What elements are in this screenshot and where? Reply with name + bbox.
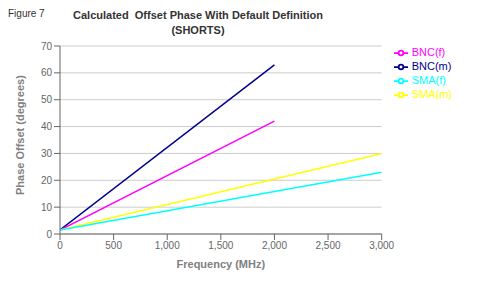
svg-text:10: 10 — [41, 202, 53, 213]
svg-text:Frequency (MHz): Frequency (MHz) — [177, 258, 266, 270]
svg-text:50: 50 — [41, 94, 53, 105]
svg-text:2,500: 2,500 — [316, 240, 341, 251]
html-text:Calculated Offset Phase With D: Calculated Offset Phase With Default Def… — [73, 9, 323, 21]
svg-text:3,000: 3,000 — [369, 240, 394, 251]
svg-text:70: 70 — [41, 41, 53, 52]
svg-text:2,000: 2,000 — [262, 240, 287, 251]
svg-text:1,500: 1,500 — [208, 240, 233, 251]
svg-text:0: 0 — [46, 229, 52, 240]
svg-text:30: 30 — [41, 148, 53, 159]
svg-text:60: 60 — [41, 67, 53, 78]
html-text:BNC(m): BNC(m) — [411, 60, 452, 73]
svg-text:0: 0 — [57, 240, 63, 251]
svg-text:Phase Offset (degrees): Phase Offset (degrees) — [14, 75, 26, 195]
svg-text:500: 500 — [105, 240, 122, 251]
html-text:(SHORTS): (SHORTS) — [171, 24, 225, 36]
html-text:BNC(f): BNC(f) — [411, 46, 446, 58]
svg-text:1,000: 1,000 — [155, 240, 180, 251]
svg-text:40: 40 — [41, 121, 53, 132]
html-text:SMA(m): SMA(m) — [411, 88, 452, 101]
html-text:SMA(f): SMA(f) — [411, 74, 446, 87]
svg-text:20: 20 — [41, 175, 53, 186]
html-text:Figure 7: Figure 7 — [8, 8, 45, 19]
